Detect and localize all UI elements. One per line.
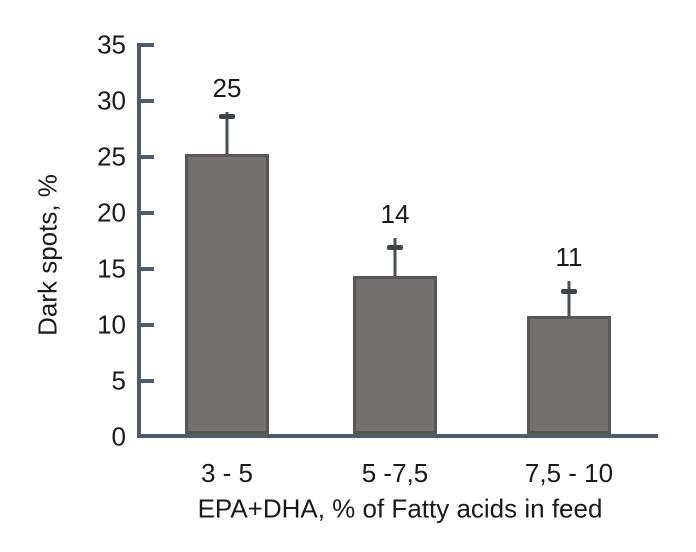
bar [185,153,269,434]
y-tick-label: 25 [97,141,126,172]
error-bar-cap [387,244,403,250]
y-tick [141,155,154,159]
x-category-label: 5 -7,5 [361,458,429,488]
error-bar-line [567,281,571,317]
y-tick [141,323,154,327]
bar [527,316,611,434]
y-tick [141,211,154,215]
y-tick-label: 10 [97,309,126,340]
error-bar-cap [561,289,577,295]
y-tick [141,379,154,383]
y-tick [141,99,154,103]
y-tick [141,43,154,47]
bar-value-label: 14 [380,198,410,229]
y-tick [141,267,154,271]
y-tick-label: 5 [111,365,126,396]
y-axis-title: Dark spots, % [32,174,63,336]
x-category-label: 7,5 - 10 [524,458,614,488]
error-bar-line [393,237,397,276]
y-tick-label: 20 [97,197,126,228]
bar [353,275,437,434]
y-tick-label: 30 [97,85,126,116]
bar-value-label: 25 [212,73,242,104]
x-category-label: 3 - 5 [200,458,254,488]
bar-value-label: 11 [555,242,583,273]
error-bar-line [225,112,229,154]
x-axis-line [137,434,658,438]
y-tick-label: 35 [97,29,126,60]
y-axis-line [137,43,141,438]
y-tick-label: 0 [111,421,126,452]
y-tick-label: 15 [97,253,126,284]
error-bar-cap [219,113,235,119]
x-axis-title: EPA+DHA, % of Fatty acids in feed [197,493,603,524]
